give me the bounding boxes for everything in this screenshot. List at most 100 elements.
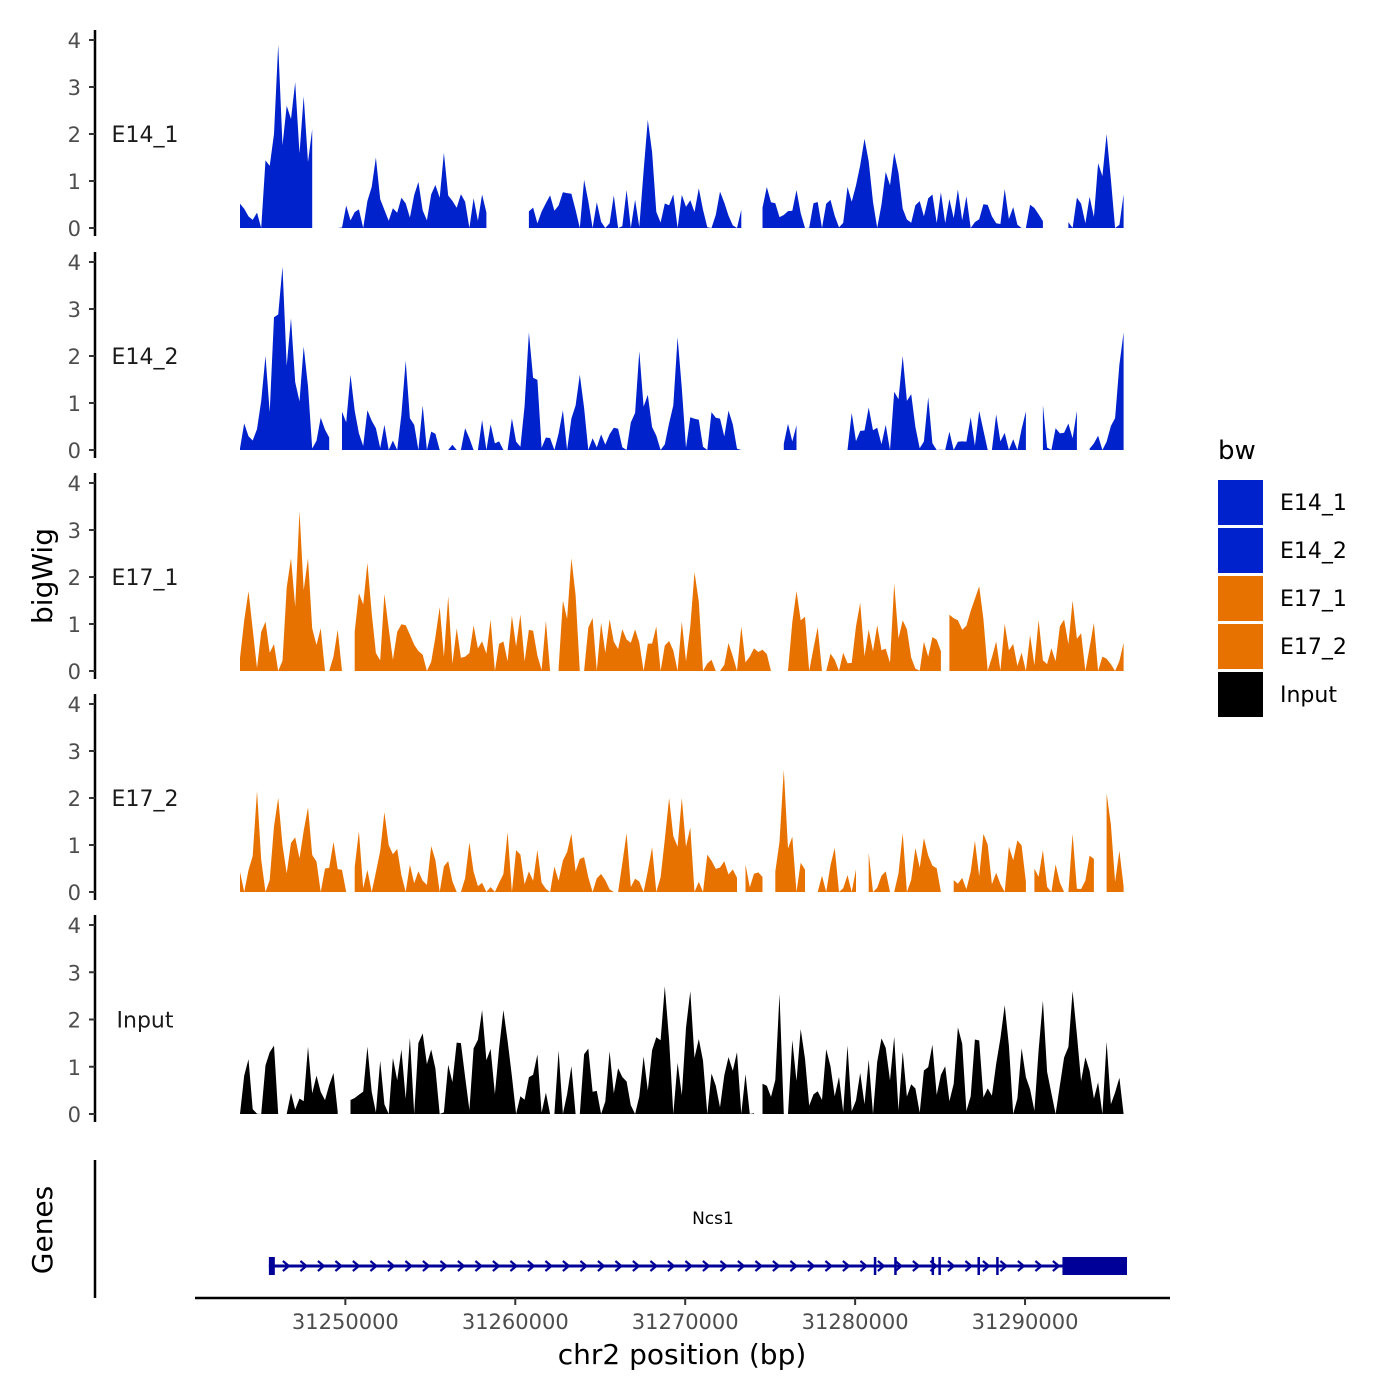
- strand-arrow: [579, 1260, 589, 1272]
- x-tick-label: 31280000: [802, 1310, 909, 1334]
- gene-exon: [938, 1257, 941, 1275]
- y-axis-title: bigWig: [26, 528, 59, 624]
- strand-arrow: [527, 1260, 536, 1272]
- strand-arrow: [509, 1260, 519, 1272]
- signal-area-Input: [240, 986, 1124, 1114]
- track-E17_1: 0 1 2 3 4 E17_1: [68, 472, 1124, 684]
- legend-label: E17_1: [1280, 587, 1347, 612]
- strand-arrow: [299, 1260, 309, 1272]
- track-label: E14_2: [112, 345, 179, 370]
- strand-arrow: [912, 1260, 921, 1272]
- strand-arrow: [369, 1260, 379, 1272]
- strand-arrow: [859, 1260, 869, 1272]
- y-tick-label: 1: [68, 1056, 81, 1080]
- x-axis-title: chr2 position (bp): [558, 1338, 807, 1371]
- y-tick-label: 3: [68, 76, 81, 100]
- strand-arrow: [474, 1260, 484, 1272]
- strand-arrow: [842, 1260, 851, 1272]
- strand-arrow: [999, 1260, 1009, 1272]
- strand-arrow: [404, 1260, 414, 1272]
- gene-exon: [268, 1257, 275, 1275]
- strand-arrow: [947, 1260, 956, 1272]
- signal-area-E17_2: [240, 769, 1124, 892]
- y-tick-label: 0: [68, 1103, 81, 1127]
- x-tick-label: 31260000: [462, 1310, 569, 1334]
- x-axis: 31250000 31260000 31270000 31280000 31290000: [195, 1296, 1170, 1334]
- y-tick-label: 2: [68, 123, 81, 147]
- legend-title: bw: [1218, 436, 1256, 466]
- y-tick-label: 4: [68, 693, 81, 717]
- gene-exon: [996, 1257, 999, 1275]
- strand-arrow: [667, 1260, 676, 1272]
- y-tick-label: 3: [68, 961, 81, 985]
- strand-arrow: [352, 1260, 361, 1272]
- strand-arrow: [457, 1260, 466, 1272]
- strand-arrow: [649, 1260, 659, 1272]
- signal-tracks: 0 1 2 3 4 E14_1 0 1 2 3 4 E14_2 0 1 2 3 4 E17_1 0 1 2 3 4 E17_2…: [68, 29, 1124, 1127]
- track-label: E17_2: [112, 787, 179, 812]
- strand-arrow: [772, 1260, 781, 1272]
- strand-arrow: [894, 1260, 904, 1272]
- legend-label: E14_2: [1280, 539, 1347, 564]
- legend-swatch: [1218, 480, 1263, 525]
- strand-arrow: [562, 1260, 571, 1272]
- y-tick-label: 2: [68, 345, 81, 369]
- strand-arrow: [964, 1260, 974, 1272]
- track-label: E17_1: [112, 566, 179, 591]
- strand-arrow: [387, 1260, 396, 1272]
- y-tick-label: 2: [68, 787, 81, 811]
- strand-arrow: [632, 1260, 641, 1272]
- gene-exon: [1062, 1257, 1127, 1275]
- signal-area-E14_2: [240, 266, 1124, 450]
- strand-arrow: [282, 1260, 291, 1272]
- legend-swatch: [1218, 528, 1263, 573]
- y-tick-label: 3: [68, 519, 81, 543]
- strand-arrow: [702, 1260, 711, 1272]
- track-label: Input: [117, 1009, 174, 1034]
- y-tick-label: 4: [68, 914, 81, 938]
- strand-arrow: [317, 1260, 326, 1272]
- y-tick-label: 3: [68, 740, 81, 764]
- strand-arrow: [334, 1260, 344, 1272]
- strand-arrow: [982, 1260, 991, 1272]
- y-tick-label: 1: [68, 170, 81, 194]
- y-tick-label: 0: [68, 881, 81, 905]
- signal-area-E14_1: [240, 44, 1124, 229]
- y-tick-label: 0: [68, 217, 81, 241]
- legend-swatch: [1218, 672, 1263, 717]
- strand-arrow: [877, 1260, 886, 1272]
- x-tick-label: 31290000: [972, 1310, 1079, 1334]
- strand-arrow: [1017, 1260, 1026, 1272]
- strand-arrow: [1052, 1260, 1061, 1272]
- legend-label: E17_2: [1280, 635, 1347, 660]
- gene-panel: Ncs1: [93, 1160, 1127, 1298]
- y-tick-label: 0: [68, 439, 81, 463]
- legend: bw E14_1 E14_2 E17_1 E17_2 Input: [1218, 436, 1347, 717]
- legend-swatch: [1218, 576, 1263, 621]
- strand-arrow: [737, 1260, 746, 1272]
- strand-arrow: [807, 1260, 816, 1272]
- strand-arrow: [597, 1260, 606, 1272]
- track-E14_1: 0 1 2 3 4 E14_1: [68, 29, 1124, 241]
- y-tick-label: 1: [68, 834, 81, 858]
- y-tick-label: 1: [68, 613, 81, 637]
- strand-arrow: [719, 1260, 729, 1272]
- y-tick-label: 4: [68, 472, 81, 496]
- x-tick-label: 31250000: [292, 1310, 399, 1334]
- signal-area-E17_1: [240, 511, 1124, 671]
- y-tick-label: 2: [68, 566, 81, 590]
- strand-arrow: [492, 1260, 501, 1272]
- gene-exon: [894, 1257, 897, 1275]
- strand-arrow: [614, 1260, 624, 1272]
- track-E14_2: 0 1 2 3 4 E14_2: [68, 251, 1124, 463]
- y-tick-label: 4: [68, 29, 81, 53]
- strand-arrow: [684, 1260, 694, 1272]
- y-tick-label: 3: [68, 298, 81, 322]
- track-label: E14_1: [112, 123, 179, 148]
- strand-arrow: [422, 1260, 431, 1272]
- strand-arrow: [754, 1260, 764, 1272]
- strand-arrow: [789, 1260, 799, 1272]
- legend-swatch: [1218, 624, 1263, 669]
- strand-arrow: [439, 1260, 449, 1272]
